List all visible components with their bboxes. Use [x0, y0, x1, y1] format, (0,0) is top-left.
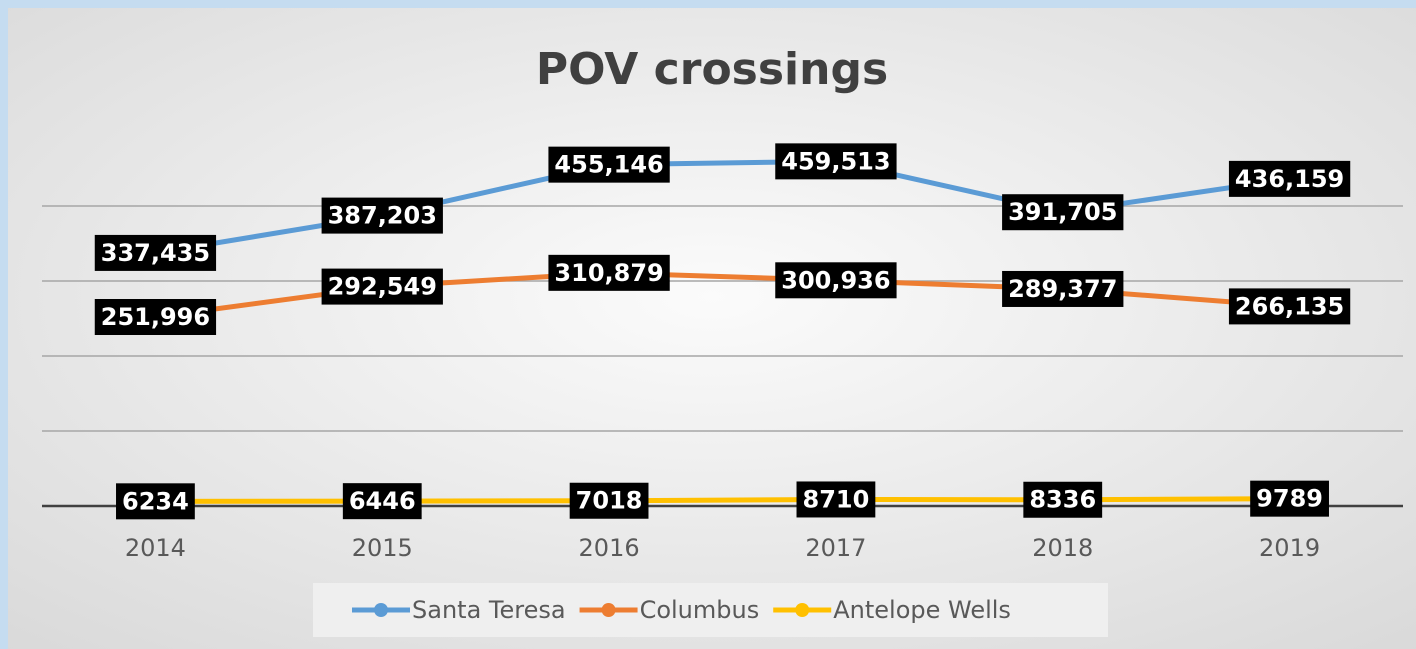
data-label-box: [321, 268, 443, 305]
chart-background: [8, 8, 1416, 649]
data-label-text: 8336: [1029, 486, 1096, 514]
data-label: 310,879: [548, 254, 670, 291]
legend-label: Antelope Wells: [833, 596, 1011, 624]
x-tick-label: 2015: [352, 534, 413, 562]
data-label: 8710: [796, 481, 876, 518]
data-label-text: 459,513: [781, 147, 890, 175]
data-label: 9789: [1250, 480, 1329, 517]
x-tick-label: 2017: [805, 534, 866, 562]
data-label-box: [342, 483, 422, 520]
data-label: 8336: [1023, 481, 1103, 518]
data-label-box: [775, 143, 897, 180]
data-label: 289,377: [1002, 270, 1124, 307]
data-label: 300,936: [775, 262, 897, 299]
data-label-text: 289,377: [1008, 275, 1117, 303]
legend-label: Columbus: [640, 596, 760, 624]
data-label: 292,549: [321, 268, 443, 305]
data-label: 391,705: [1002, 194, 1124, 231]
data-label: 251,996: [94, 299, 217, 336]
data-label-text: 455,146: [554, 151, 663, 179]
x-tick-label: 2014: [125, 534, 186, 562]
data-label-box: [548, 146, 670, 183]
data-label-box: [1228, 160, 1351, 197]
data-label-box: [1023, 481, 1103, 518]
data-label-text: 6234: [122, 487, 189, 515]
data-label-box: [94, 299, 217, 336]
labels: 337,435 387,203 455,146 459,513 391,705 436,1…: [94, 143, 1351, 520]
data-label: 455,146: [548, 146, 670, 183]
data-label-box: [1002, 270, 1124, 307]
legend-label: Santa Teresa: [412, 596, 566, 624]
x-tick-label: 2016: [579, 534, 640, 562]
legend-box: [313, 583, 1108, 637]
data-label-box: [1250, 480, 1329, 517]
data-label-box: [1002, 194, 1124, 231]
data-label-text: 391,705: [1008, 198, 1117, 226]
data-label: 266,135: [1228, 288, 1351, 325]
data-label: 337,435: [94, 234, 217, 271]
data-label-text: 251,996: [101, 303, 210, 331]
data-label-text: 310,879: [554, 259, 663, 287]
grid: [42, 205, 1403, 508]
data-label: 7018: [569, 482, 649, 519]
data-label-box: [569, 482, 649, 519]
data-label-text: 266,135: [1235, 292, 1344, 320]
data-label: 436,159: [1228, 160, 1351, 197]
data-label-box: [116, 483, 195, 520]
x-tick-label: 2019: [1259, 534, 1320, 562]
data-label-text: 387,203: [328, 202, 437, 230]
data-label-box: [796, 481, 876, 518]
data-label-text: 8710: [803, 485, 870, 513]
data-label-box: [775, 262, 897, 299]
data-label-text: 292,549: [328, 273, 437, 301]
legend-marker: [795, 603, 810, 617]
x-tick-label: 2018: [1032, 534, 1093, 562]
data-label-box: [321, 197, 443, 234]
data-label: 459,513: [775, 143, 897, 180]
data-label-text: 7018: [576, 487, 643, 515]
legend-marker: [374, 603, 388, 617]
data-label-box: [548, 254, 670, 291]
series-line: [155, 496, 1290, 504]
data-label-box: [1228, 288, 1351, 325]
data-label: 6446: [342, 483, 422, 520]
chart-title: POV crossings: [536, 44, 888, 95]
data-label-text: 436,159: [1235, 165, 1344, 193]
data-label: 387,203: [321, 197, 443, 234]
data-label-text: 9789: [1256, 485, 1323, 513]
data-label-text: 337,435: [101, 239, 210, 267]
data-label-text: 300,936: [781, 266, 890, 294]
data-label-box: [94, 234, 217, 271]
legend-marker: [601, 603, 616, 617]
data-label-text: 6446: [349, 487, 416, 515]
data-label: 6234: [116, 483, 195, 520]
